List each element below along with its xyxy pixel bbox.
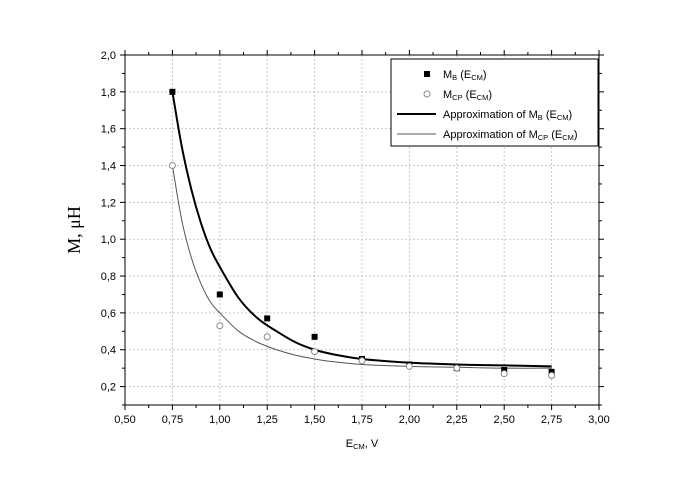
y-tick-label: 0,4 — [101, 345, 116, 357]
data-point-square — [501, 367, 508, 373]
axis-ticks: 0,50 0,75 1,00 1,25 1,50 1,75 2,00 2,25 2,50 2,75… — [101, 50, 610, 426]
x-tick-label: 0,75 — [162, 414, 183, 426]
data-point-square — [169, 88, 176, 95]
legend-label: MB (ECM) — [443, 69, 487, 82]
y-tick-label: 0,6 — [101, 308, 116, 320]
data-point-circle — [500, 370, 508, 378]
legend: MB (ECM) MCP (ECM) Approximation of MB (EC… — [390, 58, 599, 147]
y-tick-label: 1,6 — [101, 124, 116, 136]
y-tick-label: 1,2 — [101, 197, 116, 209]
data-point-circle — [453, 364, 461, 372]
x-tick-label: 1,00 — [209, 414, 230, 426]
y-tick-label: 0,8 — [101, 271, 116, 283]
data-point-circle — [311, 348, 319, 356]
data-point-square — [548, 368, 555, 375]
data-point-circle — [405, 362, 413, 370]
x-tick-label: 1,25 — [256, 414, 277, 426]
legend-marker-circle — [423, 90, 431, 98]
x-tick-label: 2,75 — [541, 414, 562, 426]
y-tick-label: 0,2 — [101, 382, 116, 394]
data-point-square — [311, 333, 318, 340]
legend-label: MCP (ECM) — [443, 89, 492, 102]
x-tick-label: 1,50 — [304, 414, 325, 426]
x-tick-label: 1,75 — [351, 414, 372, 426]
x-tick-label: 2,50 — [493, 414, 514, 426]
data-point-circle — [216, 322, 224, 330]
legend-label: Approximation of MB (ECM) — [443, 109, 572, 122]
data-point-circle — [168, 162, 176, 170]
y-axis-label: M, μH — [64, 206, 84, 254]
x-tick-label: 2,25 — [446, 414, 467, 426]
data-point-circle — [358, 357, 366, 365]
legend-label: Approximation of MCP (ECM) — [443, 129, 578, 142]
data-point-square — [264, 315, 271, 322]
x-tick-label: 3,00 — [588, 414, 609, 426]
series — [168, 88, 556, 380]
approximation-line-2 — [171, 91, 552, 368]
x-tick-label: 2,00 — [399, 414, 420, 426]
data-point-square — [216, 291, 223, 298]
data-point-circle — [548, 372, 556, 380]
y-tick-label: 2,0 — [101, 50, 116, 62]
approximation-line-3 — [171, 165, 552, 369]
x-tick-label: 0,50 — [114, 414, 135, 426]
grid — [125, 55, 599, 405]
x-axis-label: ECM, V — [346, 438, 379, 451]
data-point-circle — [263, 333, 271, 341]
y-tick-label: 1,8 — [101, 87, 116, 99]
legend-marker-square — [424, 71, 430, 77]
y-tick-label: 1,4 — [101, 161, 116, 173]
y-tick-label: 1,0 — [101, 234, 116, 246]
